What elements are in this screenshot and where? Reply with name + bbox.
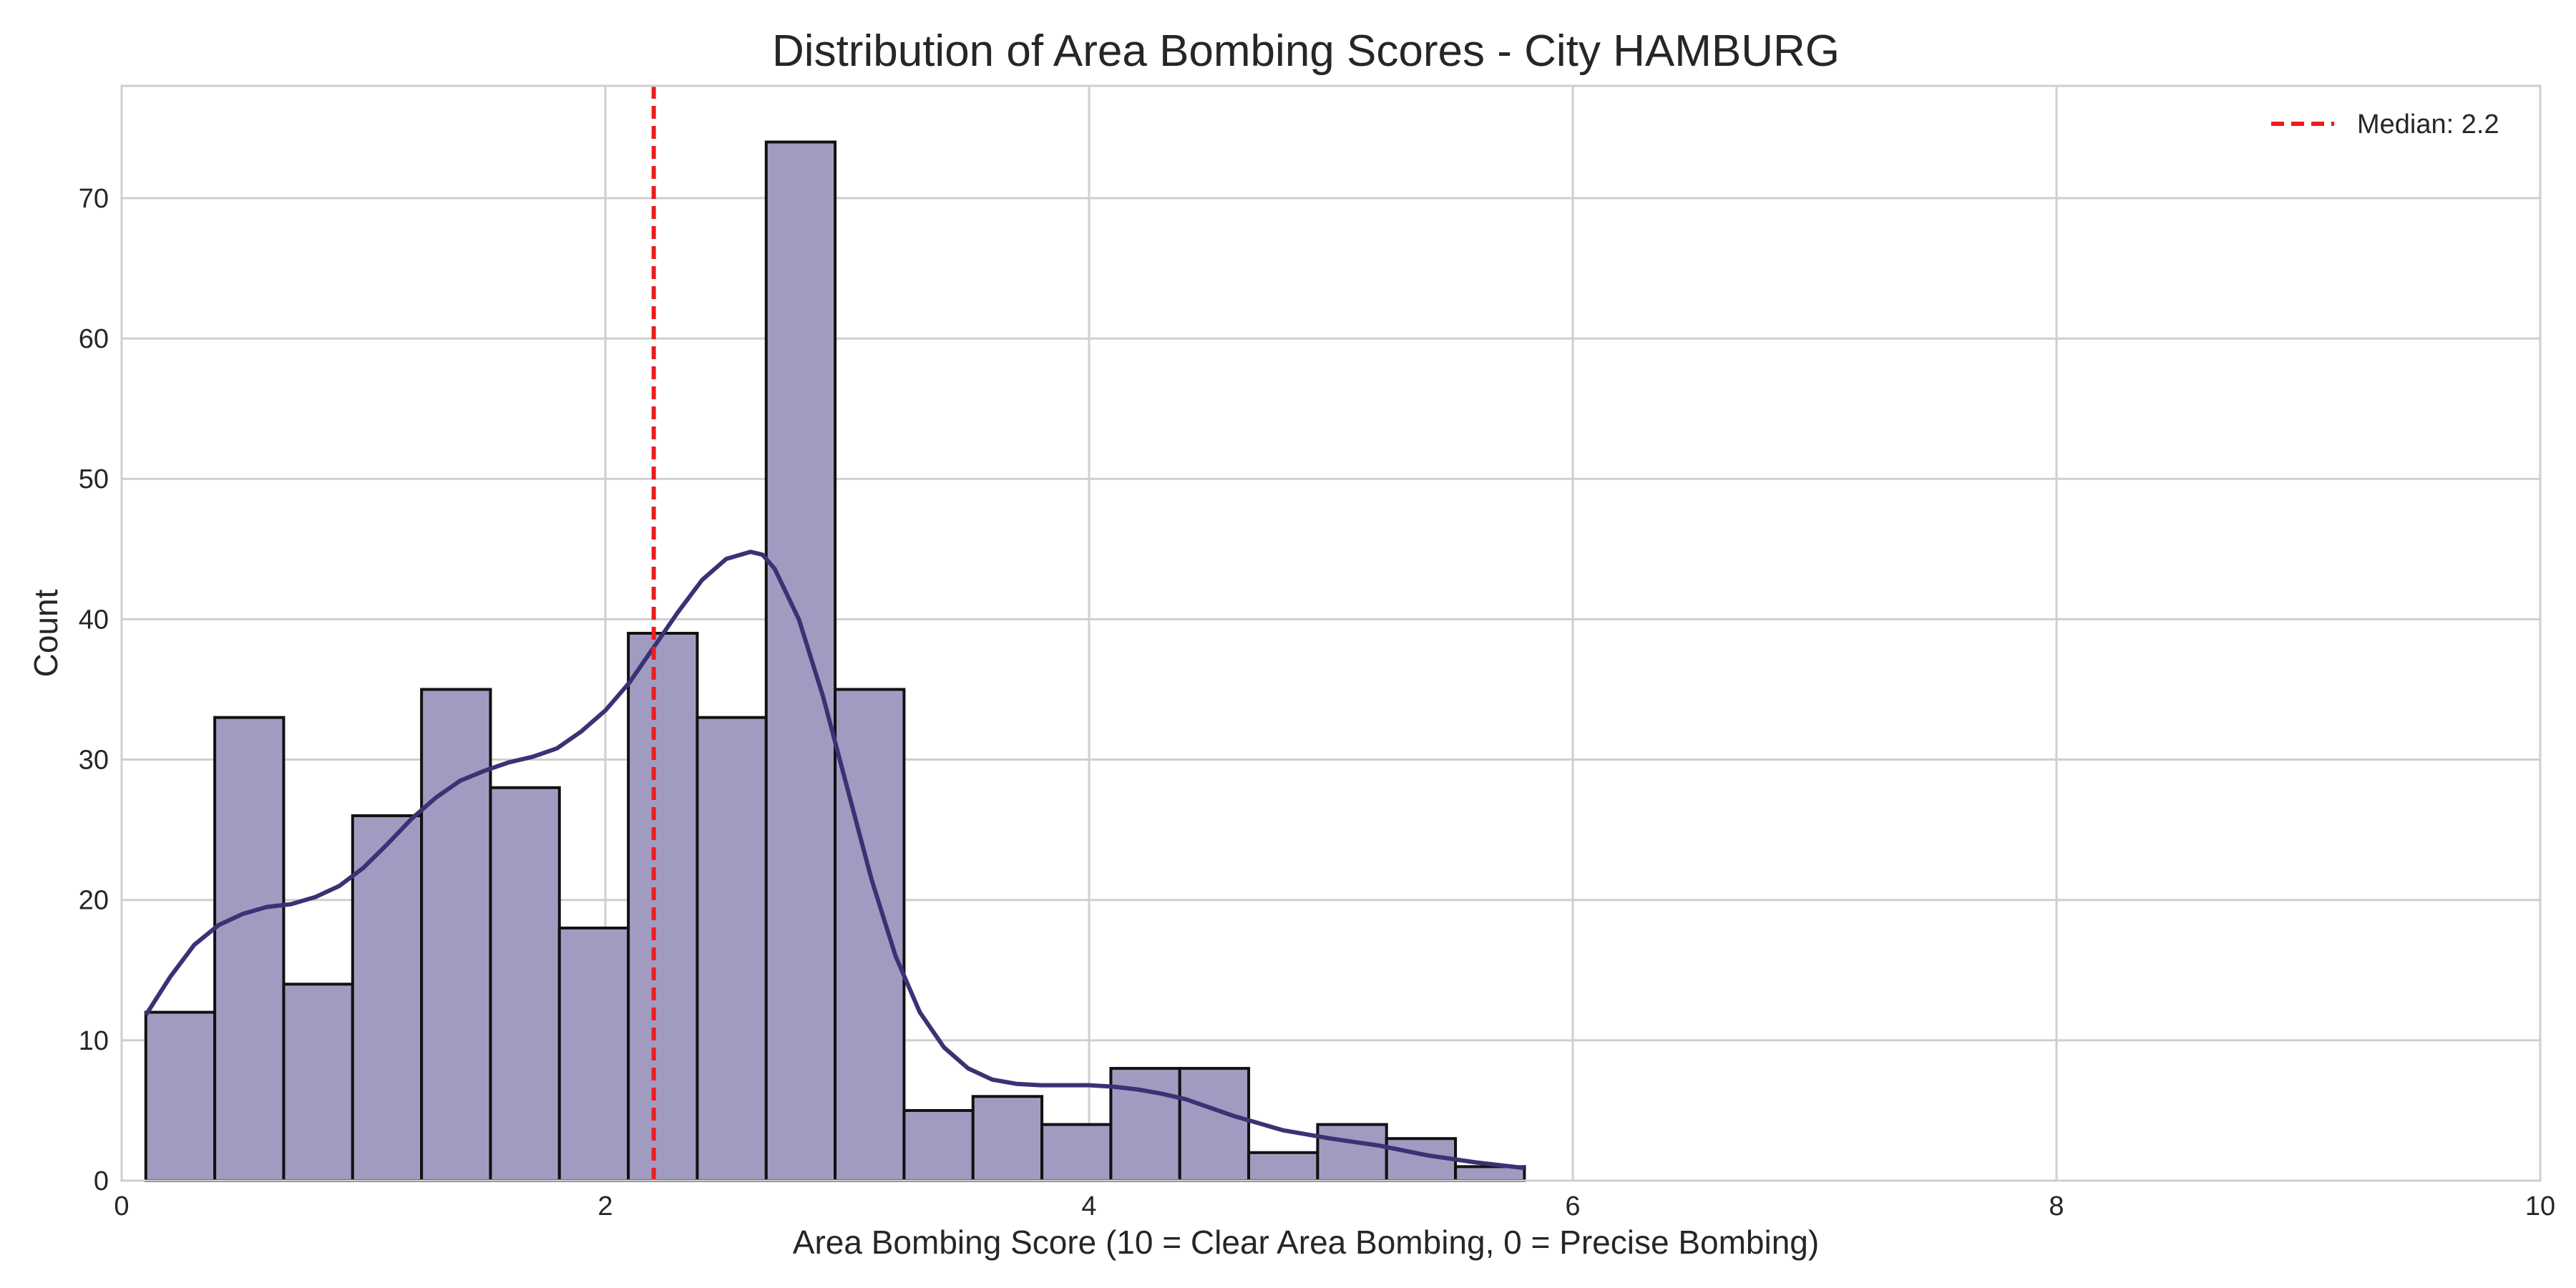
y-tick-label: 40 bbox=[79, 605, 109, 635]
x-tick-label: 2 bbox=[597, 1191, 613, 1221]
x-axis-ticks: 0 2 4 6 8 10 bbox=[114, 1191, 2555, 1221]
histogram-bar bbox=[764, 140, 837, 1182]
y-tick-label: 30 bbox=[79, 746, 109, 776]
histogram-bar bbox=[627, 632, 699, 1182]
histogram-bar bbox=[420, 688, 492, 1182]
histogram-bar bbox=[902, 1108, 975, 1183]
histogram-bar bbox=[971, 1095, 1044, 1183]
y-tick-label: 20 bbox=[79, 886, 109, 916]
histogram-bars bbox=[144, 140, 1526, 1183]
histogram-bar bbox=[144, 1010, 217, 1182]
x-tick-label: 8 bbox=[2049, 1191, 2064, 1221]
y-tick-label: 0 bbox=[94, 1166, 109, 1196]
histogram-bar bbox=[1109, 1067, 1181, 1182]
x-axis-label: Area Bombing Score (10 = Clear Area Bomb… bbox=[793, 1224, 1819, 1261]
kde-curve-group bbox=[144, 550, 1525, 1171]
x-tick-label: 6 bbox=[1565, 1191, 1580, 1221]
y-axis-ticks: 0 10 20 30 40 50 60 70 bbox=[79, 184, 109, 1196]
histogram-bar bbox=[557, 926, 630, 1183]
histogram-bar bbox=[696, 716, 768, 1182]
x-tick-label: 0 bbox=[114, 1191, 129, 1221]
legend: Median: 2.2 bbox=[2271, 109, 2499, 140]
histogram-bar bbox=[1316, 1123, 1388, 1182]
plot-frame bbox=[120, 84, 2542, 1182]
histogram-bar bbox=[282, 982, 354, 1183]
y-tick-label: 60 bbox=[79, 324, 109, 354]
y-tick-label: 50 bbox=[79, 464, 109, 494]
x-tick-label: 4 bbox=[1081, 1191, 1096, 1221]
histogram-bar bbox=[1040, 1123, 1113, 1182]
x-tick-label: 10 bbox=[2525, 1191, 2555, 1221]
y-axis-label: Count bbox=[27, 589, 64, 677]
chart-title: Distribution of Area Bombing Scores - Ci… bbox=[772, 26, 1840, 76]
histogram-bar bbox=[834, 688, 906, 1182]
kde-line bbox=[144, 550, 1525, 1171]
histogram-bar bbox=[1247, 1151, 1319, 1183]
y-tick-label: 10 bbox=[79, 1026, 109, 1056]
histogram-bar bbox=[213, 716, 286, 1182]
histogram-bar bbox=[489, 786, 561, 1183]
y-tick-label: 70 bbox=[79, 184, 109, 214]
legend-median-label: Median: 2.2 bbox=[2357, 109, 2499, 140]
histogram-bar bbox=[1178, 1067, 1251, 1182]
